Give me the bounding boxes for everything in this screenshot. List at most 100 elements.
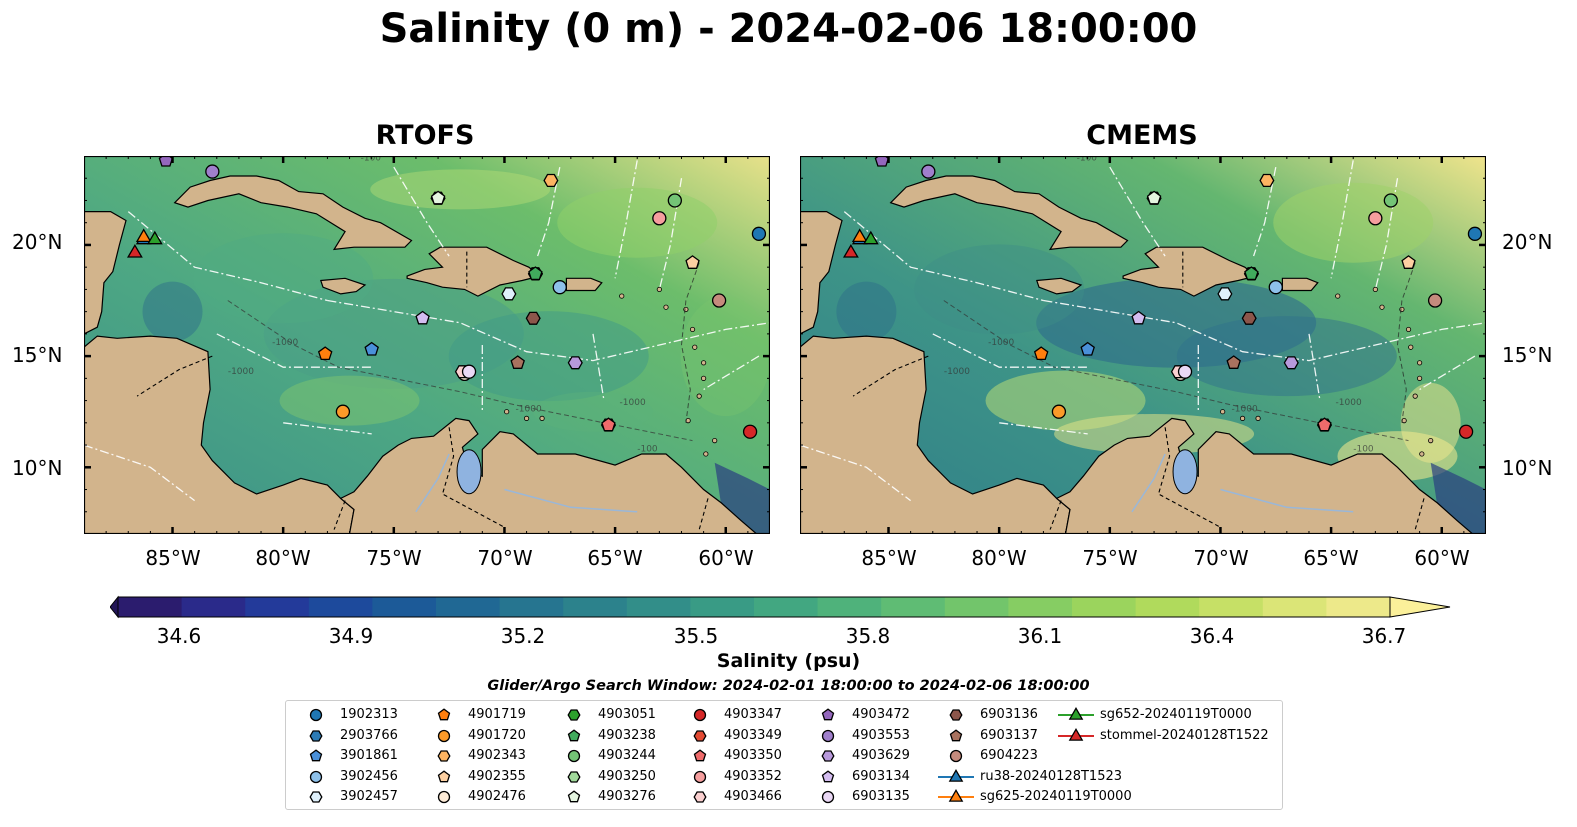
legend-label: 4903629: [852, 748, 910, 763]
marker-4901720: [335, 404, 351, 419]
legend-label: 4903244: [598, 748, 656, 763]
figure-title: Salinity (0 m) - 2024-02-06 18:00:00: [379, 6, 1198, 52]
marker-4903553: [205, 164, 220, 179]
colorbar-segment: [1072, 597, 1137, 617]
lon-label-80w-left: 80°W: [255, 546, 311, 570]
marker-6903134: [1131, 310, 1146, 325]
colorbar-segment: [626, 597, 691, 617]
colorbar-extend-high: [1389, 596, 1451, 618]
legend-label: 6903134: [852, 768, 910, 784]
marker-3901861: [1080, 341, 1095, 356]
marker-4903238: [528, 266, 543, 281]
hexagon-marker-icon: [693, 791, 707, 803]
marker-4903553: [921, 164, 936, 179]
marker-4903350: [601, 417, 616, 432]
legend-label: 4903238: [598, 727, 656, 743]
legend-label: 1902313: [340, 707, 398, 722]
colorbar-tick: 35.5: [673, 624, 719, 648]
svg-text:-100: -100: [1077, 156, 1098, 163]
lon-label-75w-right: 75°W: [1082, 546, 1138, 570]
marker-6903137: [510, 355, 525, 369]
legend-label: 4901720: [468, 727, 526, 743]
marker-6903134: [415, 310, 430, 325]
colorbar-tick: 34.9: [328, 624, 374, 648]
marker-4903276: [1146, 190, 1162, 205]
marker-stommel-20240128T1522: [126, 244, 143, 258]
colorbar-segment: [436, 597, 501, 617]
legend-label: 4903349: [724, 727, 782, 743]
lon-label-65w-right: 65°W: [1303, 546, 1359, 570]
hexagon-marker-icon: [309, 791, 323, 803]
colorbar-segment: [118, 597, 183, 617]
legend-label: 4902343: [468, 748, 526, 763]
colorbar-segment: [181, 597, 246, 617]
panel-title-rtofs: RTOFS: [375, 120, 475, 151]
colorbar-segment: [1008, 597, 1073, 617]
lon-label-65w-left: 65°W: [587, 546, 643, 570]
legend-label: stommel-20240128T1522: [1100, 727, 1269, 743]
legend-label: ru38-20240128T1523: [980, 768, 1123, 784]
svg-text:-1000: -1000: [1232, 405, 1258, 415]
marker-4902343: [1259, 173, 1275, 188]
marker-sg625-20240119T0000: [851, 228, 868, 243]
hexagon-marker-icon: [821, 750, 835, 762]
marker-4903347: [1458, 424, 1474, 439]
lat-label-10n-right: 10°N: [1502, 456, 1553, 480]
colorbar-tick: 36.7: [1361, 624, 1407, 648]
legend-label: sg652-20240119T0000: [1100, 707, 1252, 722]
marker-4903347: [742, 424, 758, 439]
colorbar-segment: [499, 597, 564, 617]
marker-4901719: [1033, 346, 1049, 361]
legend-label: 4903472: [852, 707, 910, 722]
legend-label: 4903352: [724, 768, 782, 784]
svg-text:-100: -100: [637, 445, 658, 455]
pentagon-marker-icon: [567, 728, 581, 741]
triangle-line-marker-icon: [938, 768, 974, 782]
legend-label: 4901719: [468, 707, 526, 722]
marker-4902355: [685, 255, 700, 269]
lon-label-80w-right: 80°W: [971, 546, 1027, 570]
colorbar-segment: [563, 597, 628, 617]
legend-label: 4903250: [598, 768, 656, 784]
rtofs-salinity-map: -100 -1000 -1000 -1000 -100 -1000: [84, 156, 770, 534]
svg-text:-1000: -1000: [1336, 398, 1362, 408]
circle-marker-icon: [821, 729, 835, 742]
svg-text:-100: -100: [361, 156, 382, 163]
lon-label-75w-left: 75°W: [366, 546, 422, 570]
pentagon-marker-icon: [949, 728, 963, 741]
salinity-colorbar: [110, 595, 1451, 619]
legend-label: 3902456: [340, 768, 398, 784]
marker-6904223: [1427, 293, 1443, 308]
triangle-line-marker-icon: [1058, 727, 1094, 741]
svg-text:-100: -100: [1353, 445, 1374, 455]
hexagon-marker-icon: [437, 750, 451, 762]
marker-1902313: [751, 226, 767, 241]
circle-marker-icon: [693, 770, 707, 783]
marker-sg652-20240119T0000: [862, 230, 879, 245]
lon-label-60w-right: 60°W: [1414, 546, 1470, 570]
pentagon-marker-icon: [437, 769, 451, 782]
marker-6903136: [1241, 311, 1257, 325]
colorbar-segment: [1199, 597, 1264, 617]
legend-label: sg625-20240119T0000: [980, 789, 1132, 804]
legend-label: 4903347: [724, 707, 782, 722]
colorbar-tick: 34.6: [156, 624, 202, 648]
marker-sg625-20240119T0000: [135, 228, 152, 243]
marker-3902457: [501, 287, 517, 301]
marker-3902456: [552, 280, 567, 295]
colorbar-segment: [1135, 597, 1200, 617]
marker-4903238: [1244, 266, 1259, 281]
legend-label: 2903766: [340, 727, 398, 743]
colorbar-tick: 35.2: [500, 624, 546, 648]
svg-text:-1000: -1000: [516, 405, 542, 415]
triangle-line-marker-icon: [938, 788, 974, 802]
circle-marker-icon: [437, 729, 451, 742]
hexagon-marker-icon: [567, 709, 581, 721]
colorbar-tick: 36.1: [1017, 624, 1063, 648]
colorbar-segment: [1262, 597, 1327, 617]
colorbar-tick: 35.8: [845, 624, 891, 648]
lat-label-10n-left: 10°N: [12, 456, 63, 480]
colorbar-extend-low: [110, 595, 119, 619]
marker-4903629: [567, 356, 583, 370]
marker-stommel-20240128T1522: [842, 244, 859, 258]
